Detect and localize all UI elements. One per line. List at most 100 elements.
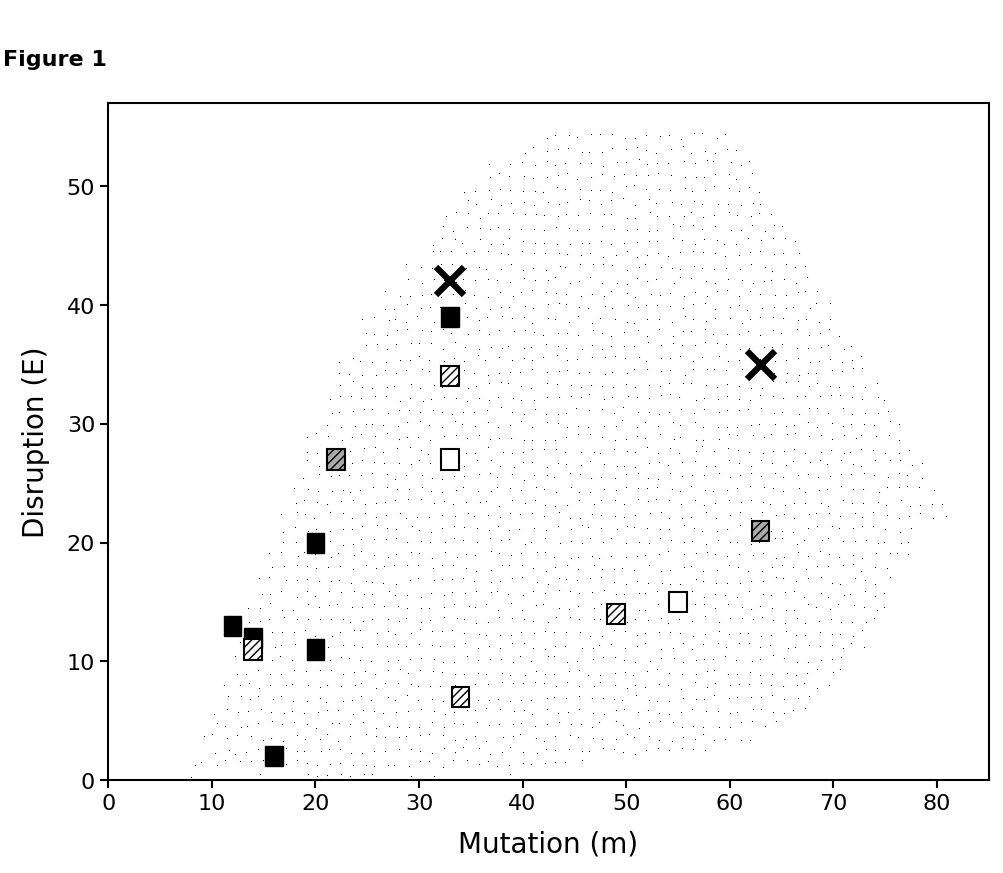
Point bbox=[516, 342, 532, 356]
Point bbox=[559, 354, 575, 368]
Point bbox=[774, 470, 790, 484]
Point bbox=[239, 746, 255, 760]
Point bbox=[580, 669, 596, 683]
Point bbox=[899, 468, 915, 482]
Point bbox=[574, 753, 590, 767]
Point bbox=[458, 220, 474, 234]
Point bbox=[843, 339, 859, 353]
Point bbox=[762, 524, 778, 538]
Point bbox=[353, 391, 369, 405]
Point bbox=[465, 574, 481, 588]
Point bbox=[387, 547, 403, 561]
Point bbox=[311, 600, 327, 614]
Point bbox=[719, 667, 735, 681]
Point bbox=[377, 363, 393, 377]
Point bbox=[459, 650, 475, 663]
Point bbox=[491, 703, 508, 717]
Point bbox=[710, 704, 726, 718]
Point bbox=[571, 493, 587, 507]
Point bbox=[538, 263, 554, 277]
Point bbox=[683, 510, 699, 524]
Point bbox=[563, 378, 579, 392]
Point bbox=[300, 538, 316, 552]
Point bbox=[580, 420, 596, 434]
Point bbox=[686, 416, 702, 430]
Point bbox=[774, 679, 790, 693]
Point bbox=[505, 611, 521, 625]
Point bbox=[729, 560, 745, 574]
Point bbox=[823, 432, 840, 446]
Point bbox=[731, 298, 747, 312]
Point bbox=[687, 493, 703, 507]
Point bbox=[708, 576, 724, 590]
Point bbox=[773, 559, 789, 573]
Point bbox=[775, 705, 791, 719]
Point bbox=[435, 740, 451, 754]
Point bbox=[435, 219, 451, 233]
Point bbox=[398, 315, 414, 329]
Point bbox=[591, 638, 607, 652]
Point bbox=[754, 446, 770, 460]
Point bbox=[857, 584, 873, 598]
Point bbox=[774, 219, 790, 233]
Point bbox=[537, 434, 553, 448]
Point bbox=[480, 183, 496, 197]
Point bbox=[618, 480, 634, 494]
Point bbox=[402, 677, 418, 691]
Point bbox=[660, 743, 676, 757]
Point bbox=[558, 208, 574, 222]
Point bbox=[437, 535, 453, 549]
Point bbox=[425, 769, 441, 783]
Point bbox=[424, 746, 440, 760]
Point bbox=[631, 535, 647, 549]
Point bbox=[730, 393, 746, 407]
Point bbox=[456, 626, 472, 640]
Point bbox=[721, 691, 737, 705]
Point bbox=[651, 289, 667, 303]
Point bbox=[299, 584, 315, 598]
Point bbox=[882, 546, 898, 560]
Point bbox=[732, 715, 748, 729]
Point bbox=[743, 210, 759, 223]
Point bbox=[528, 598, 544, 612]
Point bbox=[730, 248, 746, 262]
Point bbox=[625, 668, 641, 682]
Point bbox=[777, 624, 793, 638]
Point bbox=[582, 629, 598, 643]
Point bbox=[481, 466, 497, 480]
Point bbox=[467, 197, 483, 211]
Point bbox=[398, 258, 414, 272]
Point bbox=[526, 325, 542, 339]
Point bbox=[426, 497, 442, 511]
Point bbox=[295, 706, 311, 720]
Point bbox=[675, 140, 691, 154]
Point bbox=[425, 652, 441, 666]
Point bbox=[595, 650, 611, 664]
Point bbox=[273, 689, 289, 703]
Point bbox=[899, 480, 915, 494]
Point bbox=[727, 172, 743, 186]
Point bbox=[366, 667, 382, 681]
Point bbox=[642, 506, 658, 520]
Point bbox=[808, 376, 824, 390]
Point bbox=[844, 354, 860, 368]
Point bbox=[387, 472, 403, 486]
Point bbox=[652, 651, 668, 665]
Point bbox=[672, 498, 688, 512]
Point bbox=[662, 351, 678, 365]
Point bbox=[813, 533, 829, 547]
Point bbox=[662, 299, 678, 313]
Point bbox=[264, 653, 280, 667]
Point bbox=[832, 650, 849, 664]
Point bbox=[648, 662, 664, 676]
Point bbox=[458, 394, 474, 408]
Point bbox=[470, 757, 486, 771]
Point bbox=[744, 429, 760, 443]
Point bbox=[779, 666, 795, 680]
Point bbox=[401, 652, 417, 666]
Point bbox=[830, 597, 847, 611]
Point bbox=[891, 480, 907, 494]
Point bbox=[708, 233, 724, 247]
Point bbox=[537, 756, 553, 770]
Point bbox=[502, 157, 518, 171]
